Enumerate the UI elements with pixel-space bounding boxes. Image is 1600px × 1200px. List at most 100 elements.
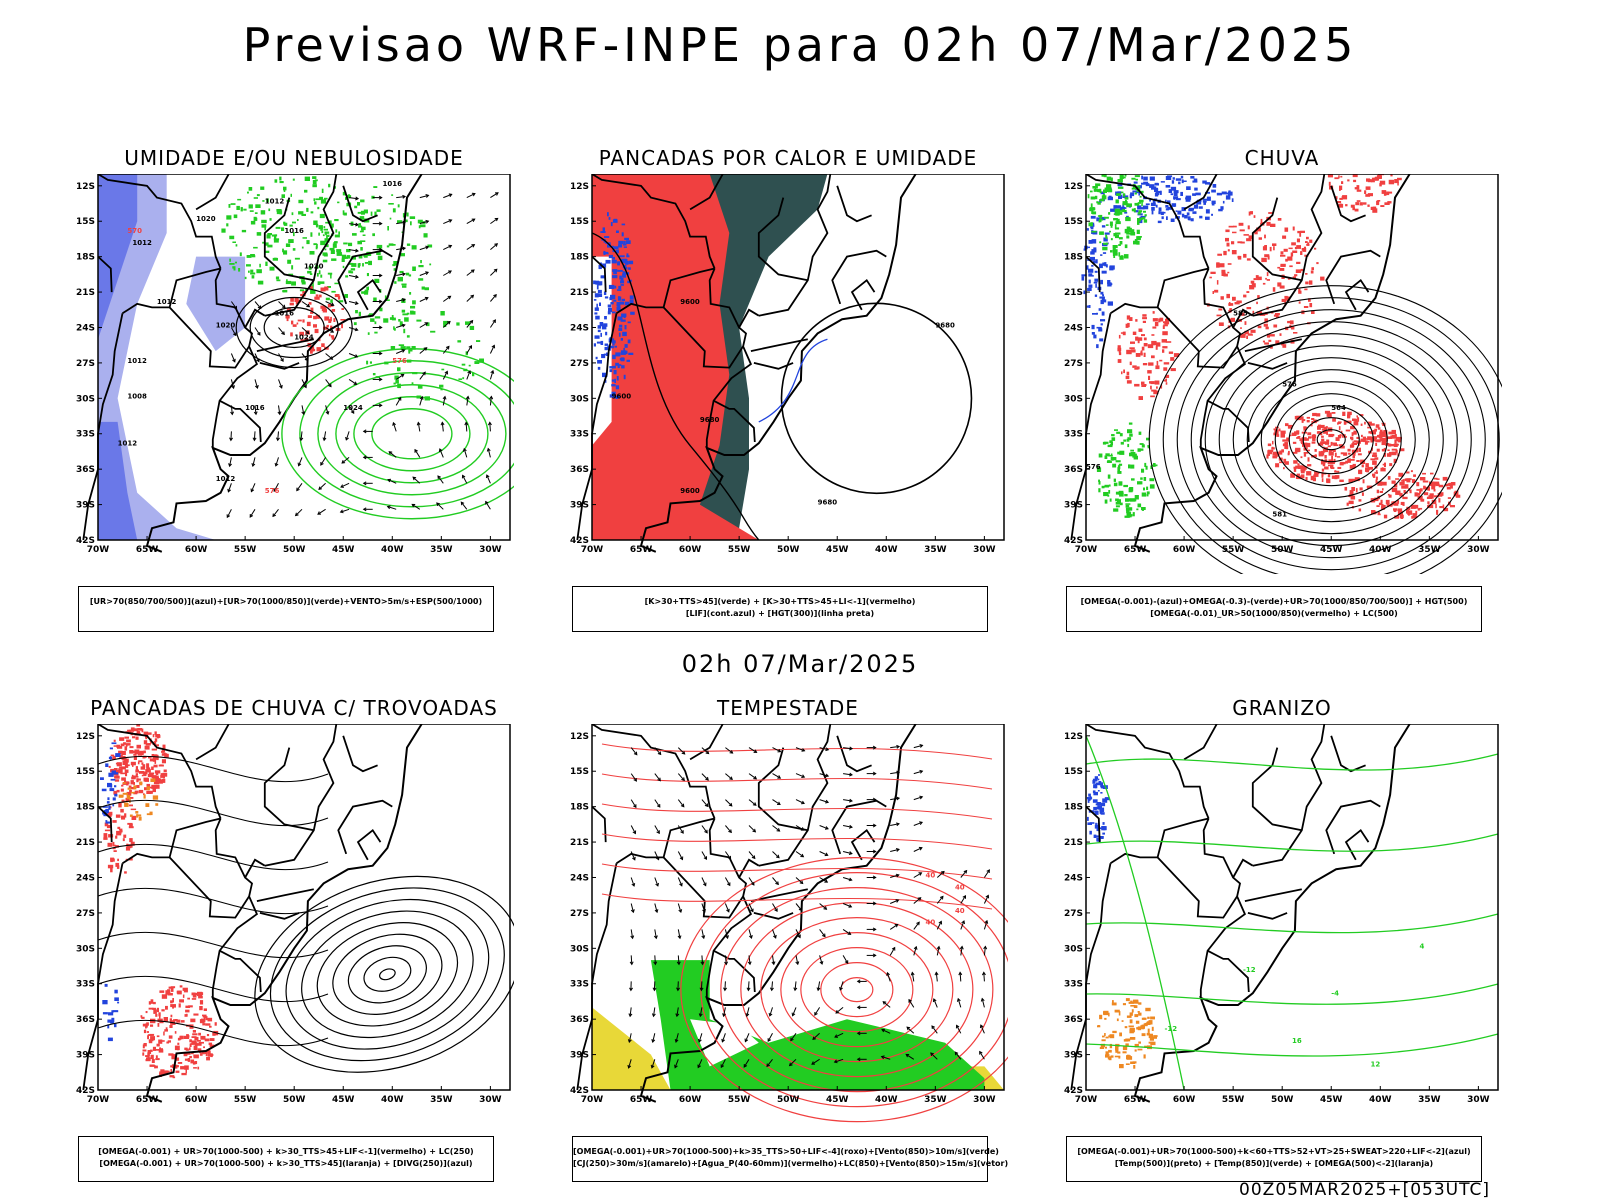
wind-arrowhead — [676, 987, 681, 992]
field-pixel — [1447, 497, 1451, 499]
field-pixel — [1218, 322, 1224, 326]
wind-vector — [414, 449, 421, 458]
field-pixel — [1273, 246, 1275, 251]
field-pixel — [1228, 190, 1231, 193]
lon-tick-label: 70W — [87, 545, 110, 555]
field-pixel — [1293, 460, 1298, 464]
field-pixel — [324, 316, 330, 321]
field-pixel — [199, 1006, 203, 1011]
field-pixel — [600, 340, 604, 345]
field-pixel — [133, 776, 136, 780]
field-pixel — [324, 231, 330, 234]
wind-vector — [913, 897, 922, 904]
field-pixel — [1117, 347, 1122, 352]
wind-vector — [301, 353, 309, 361]
field-pixel — [1137, 212, 1141, 215]
field-pixel — [105, 808, 109, 812]
field-pixel — [374, 321, 377, 325]
field-pixel — [1110, 1055, 1114, 1058]
field-pixel — [1153, 1035, 1158, 1038]
lat-tick-label: 39S — [76, 1051, 95, 1061]
lat-tick-label: 39S — [1064, 501, 1083, 511]
field-pixel — [1202, 180, 1207, 184]
lon-tick-label: 35W — [1418, 1095, 1441, 1105]
lat-tick-label: 42S — [570, 1086, 589, 1096]
field-pixel — [113, 850, 117, 852]
lat-tick-label: 42S — [1064, 1086, 1083, 1096]
wind-arrowhead — [425, 219, 430, 224]
field-pixel — [1398, 472, 1404, 477]
field-pixel — [1274, 314, 1278, 316]
field-pixel — [1255, 275, 1259, 279]
field-pixel — [1154, 192, 1159, 197]
lat-tick-label: 24S — [1064, 873, 1083, 883]
field-pixel — [153, 1009, 157, 1014]
panel-title: PANCADAS DE CHUVA C/ TROVOADAS — [90, 696, 498, 720]
field-pixel — [1326, 412, 1332, 417]
contour-label: 9680 — [700, 416, 720, 424]
contour-line — [840, 977, 874, 1003]
field-pixel — [234, 261, 237, 264]
lon-tick-label: 65W — [630, 1095, 653, 1105]
field-pixel — [1323, 427, 1327, 431]
field-pixel — [1423, 492, 1429, 496]
field-pixel — [1156, 360, 1159, 366]
wind-arrowhead — [257, 305, 262, 310]
field-pixel — [1296, 432, 1299, 435]
wind-arrowhead — [226, 514, 231, 519]
field-pixel — [1434, 477, 1438, 480]
contour-label: 1016 — [275, 310, 295, 318]
wind-arrowhead — [494, 192, 499, 196]
field-pixel — [130, 761, 136, 766]
field-pixel — [1156, 342, 1161, 347]
streamline — [332, 933, 443, 1015]
field-pixel — [623, 374, 626, 380]
field-pixel — [149, 1064, 155, 1067]
field-pixel — [406, 335, 410, 338]
field-pixel — [129, 823, 133, 828]
wind-vector — [983, 946, 986, 956]
field-pixel — [1122, 201, 1128, 206]
field-pixel — [1433, 495, 1440, 498]
field-pixel — [165, 1005, 168, 1010]
wind-arrowhead — [627, 1064, 632, 1069]
lon-tick-label: 50W — [283, 1095, 306, 1105]
wind-arrowhead — [303, 384, 307, 389]
field-pixel — [617, 289, 622, 291]
field-pixel — [364, 262, 368, 264]
field-pixel — [290, 193, 292, 197]
field-pixel — [320, 199, 327, 204]
field-pixel — [235, 244, 238, 247]
map-frame — [591, 724, 1005, 1091]
map-chuva: 58557656457658112S15S18S21S24S27S30S33S3… — [1064, 174, 1502, 574]
field-pixel — [142, 1052, 145, 1056]
field-pixel — [156, 1007, 159, 1013]
field-pixel — [596, 341, 601, 344]
field-pixel — [1261, 257, 1267, 263]
field-pixel — [616, 306, 621, 311]
lat-tick-label: 15S — [570, 767, 589, 777]
field-pixel — [1107, 189, 1113, 193]
lat-tick-label: 42S — [1064, 536, 1083, 546]
field-pixel — [114, 785, 117, 788]
field-pixel — [1299, 233, 1302, 237]
field-pixel — [1227, 191, 1233, 196]
field-pixel — [1099, 1047, 1105, 1049]
wind-vector — [348, 405, 355, 414]
field-pixel — [161, 1040, 165, 1042]
field-pixel — [104, 983, 108, 987]
field-pixel — [314, 201, 317, 205]
field-pixel — [1433, 481, 1440, 485]
wind-arrowhead — [256, 358, 260, 363]
field-pixel — [112, 797, 116, 801]
wind-arrowhead — [811, 1061, 816, 1065]
field-pixel — [1116, 431, 1121, 434]
wind-vector — [486, 474, 491, 484]
field-pixel — [596, 303, 598, 309]
field-pixel — [181, 1072, 187, 1076]
field-pixel — [178, 1003, 181, 1008]
wind-vector — [490, 294, 497, 302]
field-pixel — [457, 340, 462, 343]
border-line — [256, 338, 314, 352]
field-pixel — [169, 1075, 175, 1078]
